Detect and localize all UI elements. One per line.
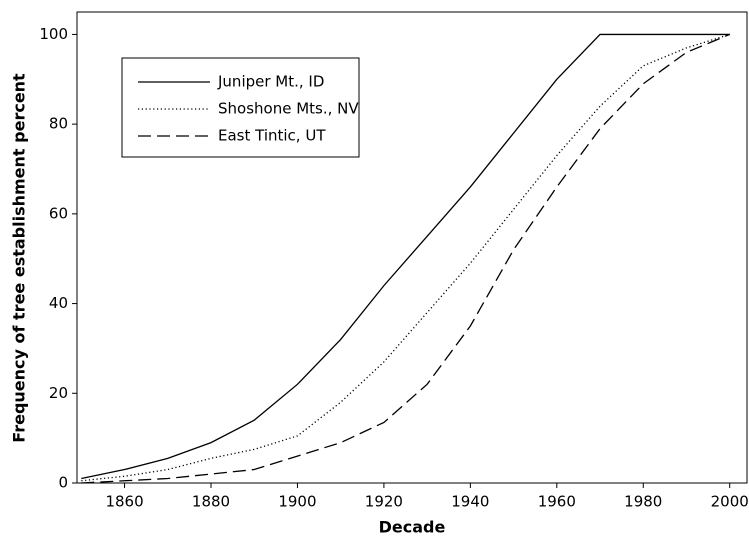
x-tick-label: 2000: [711, 493, 749, 511]
y-tick-label: 0: [58, 474, 68, 492]
legend-box: [121, 57, 360, 158]
y-axis-label: Frequency of tree establishment percent: [10, 73, 29, 443]
series-line: [81, 33, 730, 482]
legend-label: East Tintic, UT: [218, 127, 326, 145]
y-tick-label: 80: [49, 115, 68, 133]
x-tick-label: 1860: [105, 493, 143, 511]
plot-frame: [76, 11, 748, 484]
x-tick-label: 1980: [624, 493, 662, 511]
series-line: [81, 33, 730, 480]
x-tick-label: 1960: [538, 493, 576, 511]
x-tick-label: 1900: [278, 493, 316, 511]
y-tick-label: 100: [39, 25, 68, 43]
x-axis-label: Decade: [379, 518, 446, 537]
x-tick-label: 1920: [365, 493, 403, 511]
legend-label: Juniper Mt., ID: [217, 73, 324, 91]
y-tick-label: 40: [49, 294, 68, 312]
y-tick-label: 60: [49, 204, 68, 222]
y-tick-label: 20: [49, 384, 68, 402]
x-tick-label: 1880: [192, 493, 230, 511]
legend-label: Shoshone Mts., NV: [218, 100, 359, 118]
x-tick-label: 1940: [451, 493, 489, 511]
series-line: [81, 33, 730, 484]
